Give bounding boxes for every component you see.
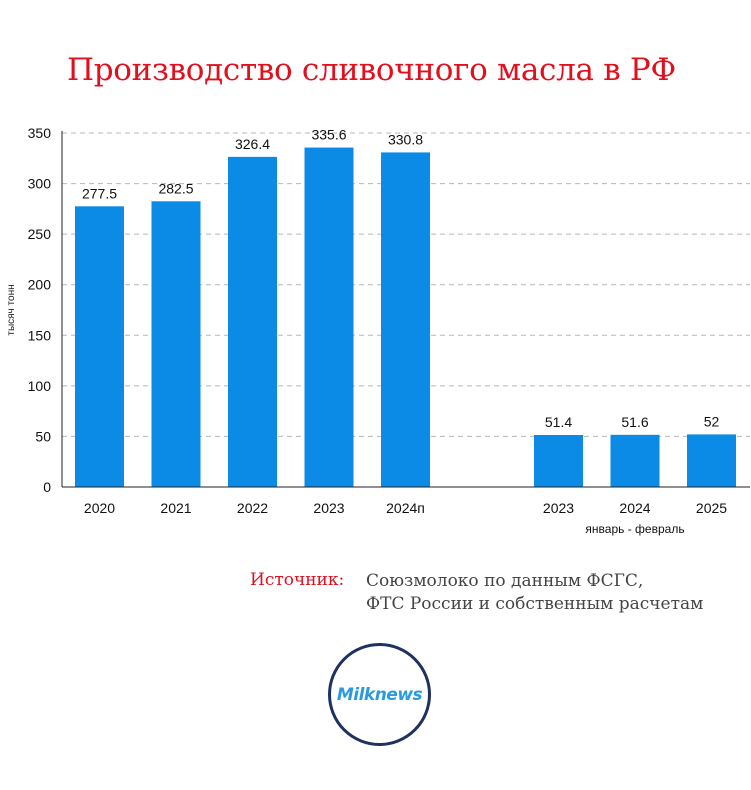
labels: 0 50 100 150 200 250 300 350 тысяч тонн 277.5 2020…: [6, 125, 727, 536]
x-tick-label: 2023: [543, 500, 574, 516]
bar: [534, 435, 583, 487]
x-tick-label: 2025: [696, 500, 727, 516]
y-tick-label: 250: [28, 226, 52, 242]
source-text: Союзмолоко по данным ФСГС, ФТС России и …: [366, 570, 746, 616]
y-tick-label: 350: [28, 125, 52, 141]
y-tick-label: 50: [35, 428, 51, 444]
x-tick-label: 2024: [619, 500, 650, 516]
logo-text: Milknews: [336, 684, 423, 705]
source-label: Источник:: [250, 570, 345, 590]
bar: [75, 206, 124, 488]
bar: [228, 156, 277, 487]
data-label: 51.4: [545, 414, 572, 430]
bar: [687, 434, 736, 487]
bars: [75, 147, 736, 488]
y-tick-label: 100: [28, 378, 52, 394]
x-tick-label: 2021: [160, 500, 191, 516]
data-label: 51.6: [621, 414, 648, 430]
data-label: 277.5: [82, 185, 117, 201]
axes: [61, 131, 750, 488]
bar-chart: 0 50 100 150 200 250 300 350 тысяч тонн 277.5 2020…: [6, 125, 750, 536]
y-tick-label: 200: [28, 277, 52, 293]
chart-title: Производство сливочного масла в РФ: [67, 52, 676, 88]
data-label: 330.8: [388, 131, 423, 147]
data-label: 335.6: [311, 127, 346, 143]
data-label: 326.4: [235, 136, 270, 152]
y-tick-label: 300: [28, 176, 52, 192]
milknews-logo: Milknews: [328, 643, 431, 746]
source-line-2: ФТС России и собственным расчетам: [366, 594, 704, 614]
x-tick-label: 2020: [84, 500, 115, 516]
data-label: 282.5: [158, 180, 193, 196]
source-line-1: Союзмолоко по данным ФСГС,: [366, 571, 644, 591]
x-tick-label: 2022: [237, 500, 268, 516]
y-axis-title: тысяч тонн: [6, 284, 17, 335]
bar: [151, 201, 201, 487]
bar: [610, 434, 660, 487]
x-tick-label: 2023: [313, 500, 344, 516]
bar: [381, 152, 430, 487]
bar: [304, 147, 354, 487]
x-tick-label: 2024п: [386, 500, 425, 516]
x-group-sublabel: январь - февраль: [585, 522, 684, 536]
data-label: 52: [704, 413, 720, 429]
y-tick-label: 150: [28, 327, 52, 343]
y-tick-label: 0: [43, 479, 51, 495]
